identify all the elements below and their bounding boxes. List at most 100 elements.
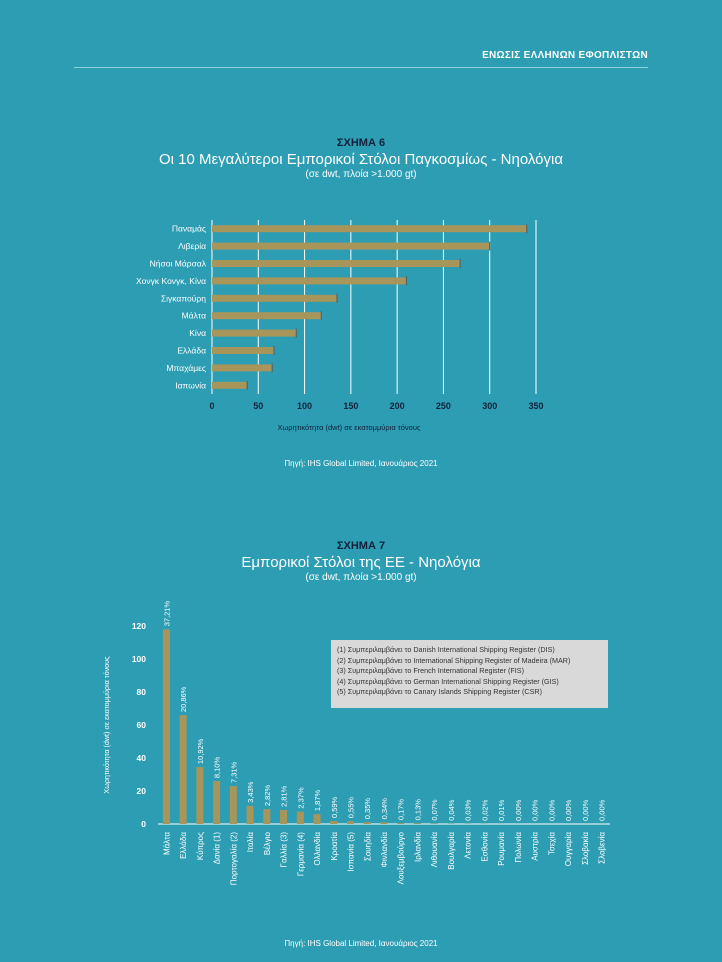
x-tick-label: 300 [482, 401, 497, 411]
category-label: Ουγγαρία [564, 832, 573, 867]
figure7-subtitle: (σε dwt, πλοία >1.000 gt) [305, 572, 417, 583]
category-label: Ρουμανία [497, 832, 506, 866]
bar [229, 786, 237, 824]
data-label: 0,00% [514, 799, 523, 821]
category-label: Τσεχία [547, 832, 556, 855]
x-tick-label: 250 [436, 401, 451, 411]
legend-note: (1) Συμπεριλαμβάνει το Danish Internatio… [337, 645, 555, 654]
bar [397, 823, 405, 824]
category-label: Λουξεμβούργο [397, 831, 406, 884]
bar [313, 814, 321, 824]
category-label: Δανία (1) [213, 832, 222, 865]
data-label: 0,00% [531, 799, 540, 821]
bar [280, 809, 288, 824]
x-tick-label: 350 [528, 401, 543, 411]
figure7-source: Πηγή: IHS Global Limited, Ιανουάριος 202… [284, 939, 438, 948]
bar [213, 781, 221, 824]
data-label: 0,04% [447, 799, 456, 821]
category-label: Εσθονία [480, 832, 489, 862]
category-label: Κύπρος [196, 832, 205, 860]
category-label: Νήσοι Μάρσαλ [150, 259, 207, 269]
y-tick-label: 40 [137, 753, 147, 763]
x-tick-label: 0 [209, 401, 214, 411]
bar [212, 381, 248, 389]
bar [196, 767, 204, 824]
bar [212, 242, 490, 250]
bar [212, 277, 407, 285]
category-label: Ιταλία [246, 832, 255, 853]
bar [380, 822, 388, 824]
y-tick-label: 120 [132, 621, 146, 631]
data-label: 0,03% [464, 799, 473, 821]
data-label: 0,01% [497, 799, 506, 821]
figure6-title: Οι 10 Μεγαλύτεροι Εμπορικοί Στόλοι Παγκο… [158, 151, 564, 168]
bar [179, 715, 187, 824]
bar [212, 312, 322, 320]
category-label: Σλοβακία [581, 832, 590, 865]
data-label: 0,35% [363, 798, 372, 820]
category-label: Βουλγαρία [447, 832, 456, 870]
x-tick-label: 100 [297, 401, 312, 411]
bar [296, 811, 304, 824]
category-label: Κίνα [189, 328, 206, 338]
data-label: 0,34% [380, 798, 389, 820]
category-label: Σουηδία [363, 832, 372, 861]
data-label: 3,43% [246, 781, 255, 803]
category-label: Λιβερία [178, 241, 206, 251]
category-label: Γαλλία (3) [280, 832, 289, 868]
category-label: Αυστρία [531, 832, 540, 861]
data-label: 0,55% [347, 797, 356, 819]
bar [363, 822, 371, 824]
data-label: 2,82% [263, 785, 272, 807]
y-tick-label: 20 [137, 786, 147, 796]
x-tick-label: 200 [390, 401, 405, 411]
legend-note: (5) Συμπεριλαμβάνει το Canary Islands Sh… [337, 687, 542, 697]
figure7-title: Εμπορικοί Στόλοι της ΕΕ - Νηολόγια [241, 554, 481, 571]
legend-note: (3) Συμπεριλαμβάνει το French Internatio… [337, 666, 524, 676]
category-label: Λετονία [464, 832, 473, 859]
legend-note: (4) Συμπεριλαμβάνει το German Internatio… [337, 676, 559, 686]
category-label: Μάλτα [182, 311, 206, 321]
data-label: 37,21% [162, 601, 171, 627]
category-label: Παναμάς [172, 224, 206, 234]
category-label: Γερμανία (4) [296, 832, 305, 876]
category-label: Πολωνία [514, 832, 523, 863]
data-label: 0,59% [330, 796, 339, 818]
bar [212, 294, 337, 302]
figure6-source: Πηγή: IHS Global Limited, Ιανουάριος 202… [284, 459, 438, 468]
data-label: 0,00% [581, 799, 590, 821]
y-tick-label: 80 [137, 687, 147, 697]
x-axis-title: Χωρητικότητα (dwt) σε εκατομμύρια τόνους [277, 423, 420, 432]
y-tick-label: 60 [137, 720, 147, 730]
category-label: Ισπανία (5) [347, 832, 356, 872]
header-divider [74, 67, 648, 68]
legend-note: (2) Συμπεριλαμβάνει το International Shi… [337, 655, 571, 665]
x-tick-label: 150 [343, 401, 358, 411]
data-label: 2,81% [280, 785, 289, 807]
bar [212, 329, 297, 337]
bar [212, 260, 461, 267]
data-label: 0,02% [480, 799, 489, 821]
x-tick-label: 50 [253, 401, 263, 411]
data-label: 10,92% [196, 738, 205, 764]
y-tick-label: 100 [132, 654, 146, 664]
category-label: Μάλτα [162, 832, 171, 855]
data-label: 2,37% [296, 787, 305, 809]
figure6-heading: ΣΧΗΜΑ 6 Οι 10 Μεγαλύτεροι Εμπορικοί Στόλ… [0, 137, 722, 180]
figure7-heading: ΣΧΗΜΑ 7 Εμπορικοί Στόλοι της ΕΕ - Νηολόγ… [0, 540, 722, 583]
data-label: 20,86% [179, 686, 188, 712]
category-label: Ολλανδία [313, 832, 322, 866]
category-label: Χονγκ Κονγκ, Κίνα [136, 276, 206, 286]
bar [263, 809, 271, 824]
bar [212, 347, 275, 354]
bar [162, 629, 170, 824]
category-label: Φινλανδία [380, 832, 389, 868]
y-axis-title: Χωρητικότητα (dwt) σε εκατομμύρια τόνους [102, 656, 111, 794]
category-label: Σιγκαπούρη [161, 293, 206, 303]
data-label: 0,00% [598, 799, 607, 821]
category-label: Ελλάδα [179, 832, 188, 859]
figure7-legend: (1) Συμπεριλαμβάνει το Danish Internatio… [331, 640, 608, 708]
bar [246, 805, 254, 824]
